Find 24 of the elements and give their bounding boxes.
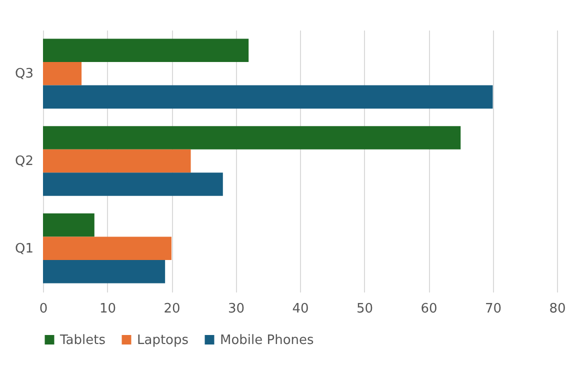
bar <box>43 126 461 150</box>
bar <box>43 236 172 260</box>
x-tick-label: 70 <box>484 302 502 316</box>
x-tick-label: 80 <box>549 302 566 316</box>
y-tick-label: Q3 <box>14 66 34 82</box>
legend-label: Mobile Phones <box>220 332 314 348</box>
x-tick-label: 50 <box>356 302 374 316</box>
y-tick-label: Q1 <box>14 241 34 256</box>
x-tick-label: 60 <box>420 302 438 316</box>
bar <box>43 149 191 173</box>
bar <box>43 172 223 196</box>
x-tick-label: 20 <box>164 302 180 316</box>
legend-label: Laptops <box>137 332 189 348</box>
legend-label: Tablets <box>59 332 106 348</box>
x-tick-label: 30 <box>228 302 245 316</box>
x-tick-label: 10 <box>99 302 116 316</box>
bar <box>43 85 493 109</box>
bar <box>43 260 166 284</box>
bar <box>43 38 249 62</box>
y-tick-label: Q2 <box>14 154 34 169</box>
x-tick-label: 40 <box>292 302 309 316</box>
x-tick-label: 0 <box>39 302 48 316</box>
bar <box>43 213 94 237</box>
bar <box>43 62 82 86</box>
